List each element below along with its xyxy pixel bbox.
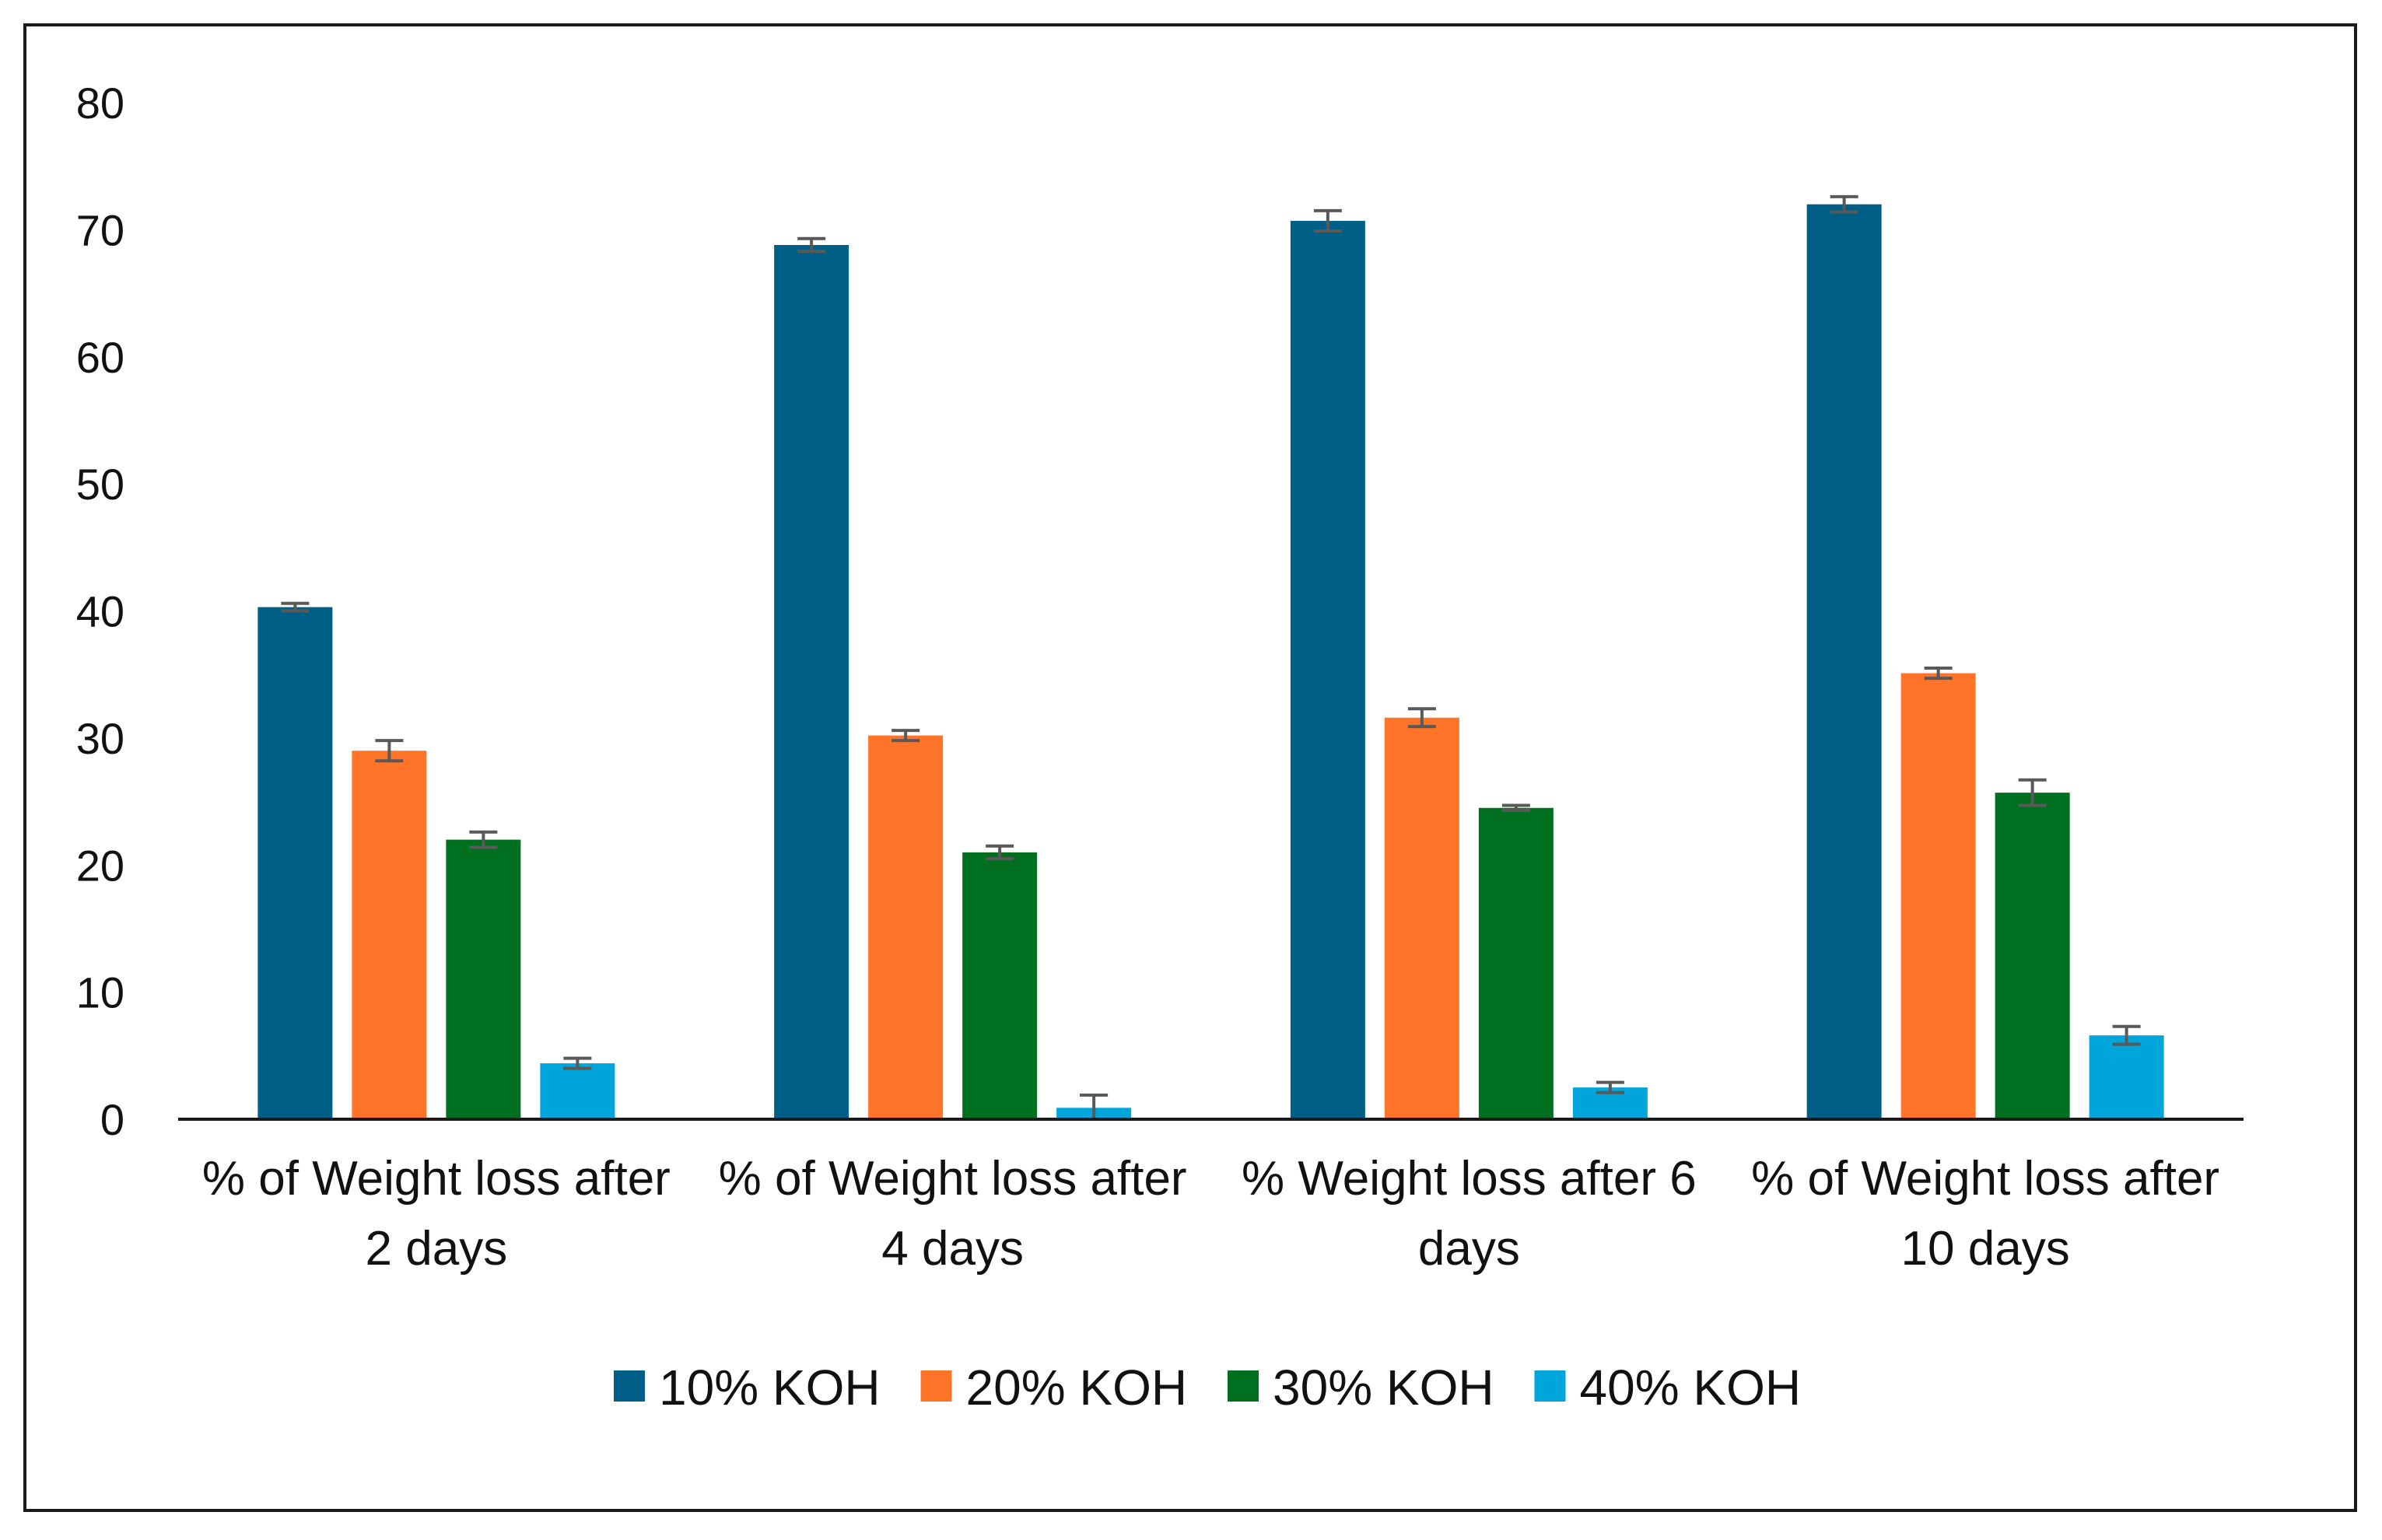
x-category-label: % of Weight loss after xyxy=(202,1152,671,1206)
bar xyxy=(1478,807,1554,1119)
bar xyxy=(2089,1035,2164,1119)
chart-frame: 0 10 20 30 40 50 60 70 80 % of Weight loss after… xyxy=(23,23,2357,1512)
y-tick-label: 20 xyxy=(76,841,124,890)
y-tick-label: 0 xyxy=(100,1095,124,1144)
y-tick-label: 70 xyxy=(76,205,124,254)
y-tick-label: 40 xyxy=(76,587,124,636)
bar xyxy=(1900,673,1976,1119)
bar xyxy=(540,1063,615,1119)
x-category-label: % of Weight loss after xyxy=(719,1152,1187,1206)
bar xyxy=(774,244,849,1120)
y-tick-label: 50 xyxy=(76,460,124,509)
y-tick-label: 60 xyxy=(76,333,124,382)
error-bars xyxy=(281,194,2141,1121)
y-tick-label: 30 xyxy=(76,714,124,763)
x-category-label: 2 days xyxy=(366,1222,508,1276)
bar xyxy=(1384,717,1459,1119)
bar-chart: 0 10 20 30 40 50 60 70 80 % of Weight loss after… xyxy=(76,79,2244,1416)
y-tick-label: 10 xyxy=(76,968,124,1017)
legend-label: 20% KOH xyxy=(966,1360,1188,1416)
bar xyxy=(352,751,427,1119)
bar xyxy=(868,735,944,1119)
x-category-label: 4 days xyxy=(881,1222,1024,1276)
legend: 10% KOH 20% KOH 30% KOH 40% KOH xyxy=(614,1360,1801,1416)
legend-swatch xyxy=(920,1370,952,1402)
y-axis-ticks: 0 10 20 30 40 50 60 70 80 xyxy=(76,79,124,1144)
x-category-label: % of Weight loss after xyxy=(1751,1152,2219,1206)
x-axis-categories: % of Weight loss after 2 days % of Weight … xyxy=(202,1152,2219,1276)
bar xyxy=(1290,220,1365,1120)
bar xyxy=(1806,204,1882,1120)
x-category-label: days xyxy=(1418,1222,1520,1276)
bar xyxy=(257,607,333,1119)
bar xyxy=(962,852,1038,1119)
legend-swatch xyxy=(1228,1370,1259,1402)
x-category-label: % Weight loss after 6 xyxy=(1242,1152,1697,1206)
legend-label: 10% KOH xyxy=(659,1360,881,1416)
bar xyxy=(1995,793,2070,1119)
legend-swatch xyxy=(614,1370,645,1402)
y-tick-label: 80 xyxy=(76,79,124,128)
bar xyxy=(446,839,521,1119)
bars xyxy=(257,204,2164,1120)
legend-label: 40% KOH xyxy=(1580,1360,1802,1416)
x-category-label: 10 days xyxy=(1901,1222,2070,1276)
legend-label: 30% KOH xyxy=(1273,1360,1494,1416)
legend-swatch xyxy=(1534,1370,1566,1402)
